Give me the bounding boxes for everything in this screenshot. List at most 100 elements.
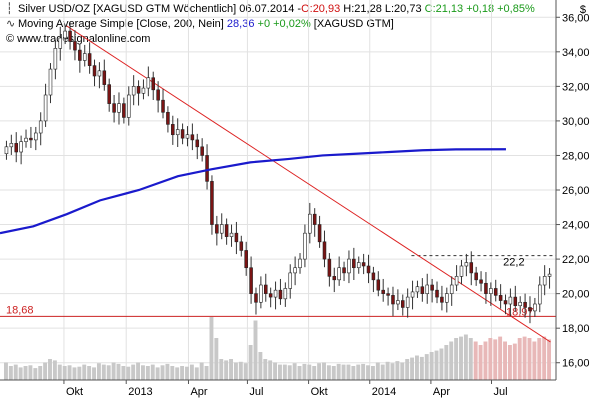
candle-body [489, 288, 493, 294]
volume-bar [189, 364, 194, 380]
volume-bar [121, 366, 126, 380]
volume-bar [434, 350, 439, 380]
candle-body [435, 289, 439, 298]
candle-body [195, 139, 200, 148]
volume-bar [302, 363, 307, 380]
volume-bar [292, 363, 297, 380]
x-tick-label: Okt [66, 386, 83, 398]
candle-body [449, 284, 454, 294]
candle-body [371, 272, 376, 281]
volume-bar [248, 345, 253, 380]
candle-body [547, 273, 552, 277]
volume-bar [341, 364, 346, 380]
candle-body [53, 48, 58, 70]
candle-body [82, 53, 87, 61]
candle-body [102, 70, 107, 85]
volume-bar [131, 364, 136, 380]
candle-body [112, 103, 116, 113]
volume-bar [370, 366, 375, 380]
candle-body [161, 99, 165, 113]
candle-body [4, 146, 9, 155]
legend-price-date: 06.07.2014 [239, 3, 295, 15]
candle-body [312, 213, 317, 225]
volume-bar [268, 360, 273, 380]
volume-bar [527, 338, 532, 380]
volume-bar [8, 366, 13, 380]
volume-bar [204, 366, 209, 380]
volume-bar [160, 365, 165, 380]
volume-bar [214, 338, 219, 380]
candle-body [58, 37, 63, 49]
candle-body [376, 279, 381, 291]
volume-bar [375, 362, 380, 380]
volume-bar [87, 366, 92, 380]
candle-body [479, 279, 483, 284]
candle-body [166, 111, 170, 125]
y-tick-label: 16,00 [562, 358, 590, 370]
volume-bar [278, 364, 282, 380]
candle-body [171, 124, 175, 136]
candle-body [528, 307, 532, 312]
candle-body [43, 94, 48, 122]
volume-bar [459, 336, 463, 380]
candle-body [537, 284, 542, 305]
candle-body [474, 272, 478, 281]
candle-body [533, 303, 537, 312]
candle-body [200, 146, 204, 156]
volume-bar [282, 364, 287, 380]
candle-body [303, 232, 307, 260]
volume-bar [111, 362, 116, 380]
volume-bar [331, 366, 336, 380]
candle-body [244, 250, 248, 269]
volume-bar [326, 365, 331, 380]
candle-body [523, 301, 527, 308]
candle-body [219, 224, 224, 234]
volume-bar [72, 367, 77, 380]
volume-bar [101, 364, 106, 380]
volume-bar [233, 362, 238, 380]
volume-bar [444, 345, 449, 380]
legend-ma-label: Moving Average Simple [Close, 200, Nein] [18, 18, 224, 30]
candle-body [498, 295, 503, 301]
volume-bar [449, 341, 454, 380]
candle-body [415, 286, 420, 293]
volume-bar [238, 361, 243, 380]
candle-body [73, 41, 77, 51]
volume-bar [141, 365, 145, 380]
volume-bar [415, 355, 419, 380]
candle-body [131, 86, 136, 96]
volume-bar [454, 338, 459, 380]
candle-body [293, 267, 297, 274]
volume-bar [317, 363, 322, 380]
candle-body [278, 289, 283, 300]
volume-bar [209, 317, 214, 380]
candle-body [190, 134, 195, 141]
candlestick-icon: ┆ [6, 3, 13, 15]
volume-bar [424, 354, 429, 380]
candle-body [97, 70, 102, 77]
candle-body [317, 224, 322, 243]
volume-bar [351, 366, 356, 380]
candle-body [356, 262, 361, 269]
volume-bar [96, 363, 101, 380]
candle-body [259, 284, 263, 303]
volume-bar [243, 363, 248, 380]
candle-body [151, 77, 155, 91]
legend-copyright: © www.tradesignalonline.com [6, 33, 151, 45]
volume-bar [507, 345, 512, 380]
volume-bar [106, 365, 111, 380]
candle-body [14, 143, 19, 153]
volume-bar [395, 361, 400, 380]
volume-bar [263, 359, 268, 380]
volume-bar [116, 363, 121, 380]
volume-bar [322, 362, 326, 380]
volume-bar [136, 362, 141, 380]
volume-bar [33, 368, 38, 380]
candle-body [327, 258, 332, 277]
volume-bar [537, 338, 542, 380]
candle-body [513, 296, 518, 307]
volume-bar [219, 359, 224, 380]
candle-body [347, 258, 351, 274]
candle-body [268, 293, 273, 298]
candle-body [308, 213, 312, 234]
